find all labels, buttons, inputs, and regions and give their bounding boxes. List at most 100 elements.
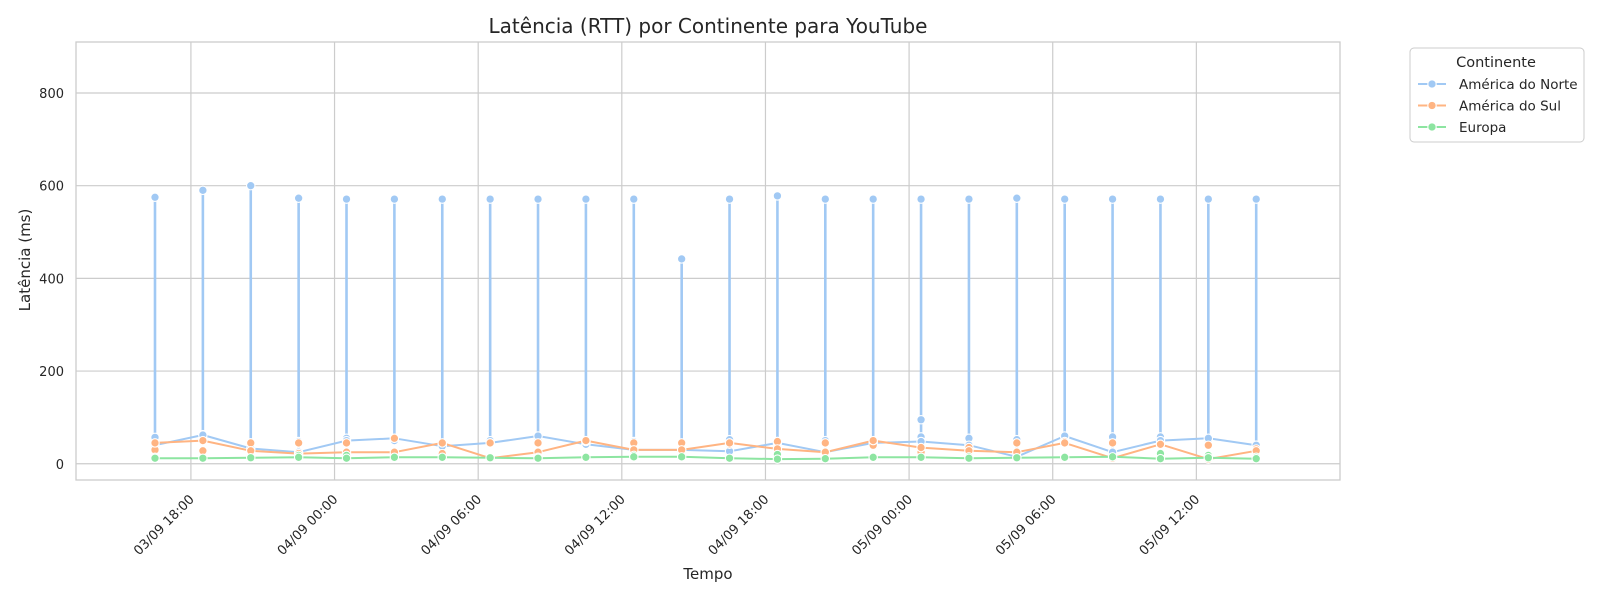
america-do-sul-point [485, 438, 495, 448]
america-do-sul-line [154, 439, 1257, 461]
legend-label-europa: Europa [1459, 120, 1506, 136]
europa-line [155, 455, 1257, 461]
america-do-norte-peak-point [1012, 193, 1022, 203]
europa-point [150, 453, 160, 463]
y-tick-label: 800 [39, 87, 64, 102]
america-do-norte-peak-point [293, 193, 304, 203]
america-do-norte-peak-point [676, 254, 687, 264]
america-do-sul-point [246, 438, 256, 448]
america-do-norte-peak-point [389, 194, 400, 204]
plot-frame [75, 41, 1341, 481]
legend-label-america-do-sul: América do Sul [1459, 99, 1561, 115]
america-do-sul-point [389, 433, 400, 444]
america-do-norte-peak-point [1203, 194, 1214, 204]
america-do-norte-peak-point [533, 194, 543, 204]
america-do-sul-point [1012, 438, 1022, 448]
america-do-sul-point [1155, 439, 1166, 450]
america-do-norte-peak-point [772, 191, 783, 201]
america-do-sul-point [293, 438, 304, 448]
legend-box [1409, 47, 1585, 143]
europa-point [389, 452, 400, 463]
america-do-norte-peak-point [820, 194, 831, 204]
america-do-norte-peak-point [868, 194, 878, 204]
x-tick-label: 04/09 00:00 [275, 492, 342, 559]
x-tick-label: 05/09 12:00 [1137, 492, 1204, 559]
america-do-norte-peak-point [1155, 194, 1166, 204]
america-do-norte-peak-point [1107, 194, 1118, 204]
europa-point [437, 452, 448, 463]
legend-marker-america-do-sul [1427, 100, 1437, 111]
x-tick-label: 04/09 18:00 [706, 492, 773, 559]
america-do-sul-point [1107, 438, 1118, 448]
america-do-norte-peak-point [1059, 194, 1070, 204]
america-do-sul-point [341, 438, 352, 448]
legend-marker-america-do-norte [1427, 79, 1437, 89]
america-do-norte-peak-point [1251, 194, 1261, 204]
america-do-norte-peak-point [485, 194, 495, 204]
america-do-norte-peak-point [341, 194, 352, 204]
america-do-sul-point [581, 435, 591, 446]
plot-background [76, 42, 1340, 480]
europa-point [1251, 453, 1261, 464]
america-do-norte-peak-point [724, 194, 735, 204]
europa-point [1155, 453, 1166, 464]
america-do-sul-point [150, 438, 160, 448]
x-tick-label: 03/09 18:00 [131, 492, 198, 559]
america-do-sul-point [820, 438, 831, 448]
america-do-sul-point [1203, 440, 1214, 450]
america-do-norte-peak-point [150, 192, 160, 203]
america-do-norte-peak-point [246, 180, 256, 191]
x-tick-label: 04/09 12:00 [562, 492, 629, 559]
y-tick-label: 0 [56, 458, 64, 473]
europa-point [341, 453, 352, 463]
y-tick-label: 400 [39, 272, 64, 287]
europa-point [676, 452, 687, 462]
x-axis-ticks: 03/09 18:00 04/09 00:00 04/09 06:00 04/09 1… [131, 492, 1203, 559]
europa-point [916, 452, 926, 463]
america-do-norte-peak-point [437, 194, 448, 204]
america-do-sul-point [198, 435, 208, 446]
europa-point [868, 452, 878, 463]
y-tick-label: 600 [39, 180, 64, 195]
europa-point [629, 452, 639, 462]
america-do-sul-point [1059, 438, 1070, 448]
y-axis-title: Latência (ms) [16, 209, 34, 312]
y-axis-ticks: 0 200 400 600 800 [39, 87, 64, 473]
gridlines [76, 42, 1340, 480]
europa-point [1203, 453, 1214, 463]
america-do-norte-line [154, 434, 1257, 458]
america-do-norte-peak-point [629, 194, 639, 204]
europa-point [581, 452, 591, 463]
europa-point [724, 453, 735, 463]
europa-point [293, 452, 304, 463]
y-tick-label: 200 [39, 365, 64, 380]
america-do-sul-point [868, 435, 878, 446]
america-do-norte-peak-point [964, 194, 974, 204]
america-do-norte-peak-point [198, 185, 208, 196]
europa-point [1012, 453, 1022, 463]
america-do-sul-point [916, 442, 926, 453]
europa-point [964, 453, 974, 463]
legend-title: Continente [1456, 55, 1536, 71]
europa-point [533, 453, 543, 463]
legend-label-america-do-norte: América do Norte [1459, 77, 1578, 93]
chart-title: Latência (RTT) por Continente para YouTu… [489, 14, 928, 38]
europa-point [1059, 452, 1070, 463]
data-series-layer [150, 180, 1261, 464]
europa-point [1107, 452, 1118, 462]
x-tick-label: 05/09 00:00 [849, 492, 916, 559]
america-do-norte-point [916, 414, 926, 425]
america-do-norte-peak-point [581, 194, 591, 204]
america-do-sul-point [437, 438, 448, 448]
europa-point [198, 453, 208, 463]
america-do-sul-point [533, 438, 543, 448]
legend-marker-europa [1427, 122, 1437, 132]
america-do-sul-point [724, 438, 735, 448]
x-tick-label: 04/09 06:00 [418, 492, 485, 559]
x-axis-title: Tempo [682, 565, 732, 583]
legend: Continente América do Norte América do Su… [1409, 47, 1585, 143]
plot-area [75, 41, 1341, 481]
europa-point [246, 453, 256, 463]
